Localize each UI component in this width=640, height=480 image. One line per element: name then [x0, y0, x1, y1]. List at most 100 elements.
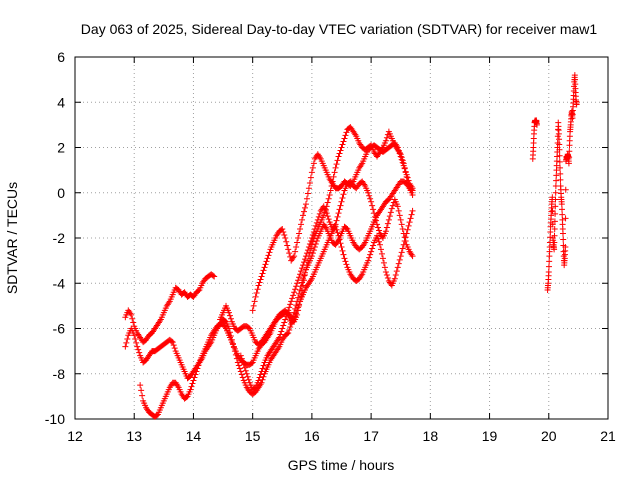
data-point — [551, 218, 558, 225]
data-point — [309, 250, 316, 257]
data-point — [122, 343, 129, 350]
data-point — [288, 298, 295, 305]
data-point — [188, 383, 195, 390]
y-tick-label: 2 — [57, 140, 65, 156]
data-point — [129, 315, 136, 322]
data-point — [138, 387, 145, 394]
data-point — [409, 253, 416, 260]
data-point — [383, 134, 390, 141]
series-late-block — [529, 72, 580, 294]
data-point — [383, 271, 390, 278]
data-point — [312, 222, 319, 229]
data-point — [290, 292, 297, 299]
data-point — [301, 204, 308, 211]
data-point — [251, 298, 258, 305]
data-point — [552, 196, 559, 203]
x-tick-label: 13 — [126, 428, 142, 444]
data-point — [279, 325, 286, 332]
data-point — [406, 219, 413, 226]
data-point — [321, 209, 328, 216]
data-point — [300, 282, 307, 289]
data-point — [256, 374, 263, 381]
data-point — [210, 272, 217, 279]
data-point — [556, 136, 563, 143]
data-point — [299, 287, 306, 294]
data-points — [122, 72, 580, 420]
x-axis-ticks: 12 13 14 15 16 17 18 19 20 21 — [67, 57, 616, 444]
data-point — [551, 239, 558, 246]
y-tick-label: 4 — [57, 94, 65, 110]
data-point — [376, 241, 383, 248]
y-tick-label: 0 — [57, 185, 65, 201]
data-point — [298, 293, 305, 300]
data-point — [237, 352, 244, 359]
data-point — [282, 235, 289, 241]
data-point — [281, 231, 288, 238]
data-point — [369, 245, 376, 252]
data-point — [396, 256, 403, 263]
chart-title: Day 063 of 2025, Sidereal Day-to-day VTE… — [81, 21, 598, 37]
data-point — [382, 228, 389, 235]
data-point — [378, 250, 385, 257]
data-point — [556, 158, 563, 165]
data-point — [555, 130, 562, 137]
data-point — [128, 311, 135, 318]
data-point — [280, 322, 287, 329]
data-point — [374, 221, 381, 228]
data-point — [296, 302, 303, 309]
data-point — [256, 279, 263, 286]
data-point — [377, 246, 384, 253]
data-point — [337, 147, 344, 154]
data-point — [286, 327, 293, 334]
data-point — [371, 210, 378, 217]
data-point — [553, 172, 560, 179]
data-point — [335, 232, 342, 239]
data-point — [136, 349, 143, 356]
data-point — [551, 246, 558, 253]
data-point — [375, 224, 382, 231]
data-point — [279, 225, 286, 232]
data-point — [292, 286, 299, 293]
data-point — [170, 342, 177, 349]
data-point — [301, 256, 308, 263]
data-point — [183, 394, 190, 401]
data-point — [369, 202, 376, 209]
data-point — [266, 249, 273, 256]
data-point — [338, 144, 345, 151]
data-point — [300, 212, 307, 219]
y-tick-label: -4 — [53, 275, 66, 291]
data-point — [409, 185, 416, 192]
data-point — [559, 230, 566, 237]
data-point — [382, 137, 389, 144]
data-point — [285, 330, 292, 337]
data-point — [396, 212, 403, 219]
data-point — [408, 211, 415, 218]
data-point — [307, 245, 314, 252]
data-point — [551, 225, 558, 232]
data-point — [255, 377, 262, 384]
data-point — [191, 374, 198, 381]
data-point — [365, 257, 372, 264]
data-point — [227, 315, 234, 322]
data-point — [401, 234, 408, 241]
data-point — [193, 368, 200, 375]
data-point — [336, 150, 343, 157]
data-point — [153, 412, 160, 419]
data-point — [342, 132, 349, 139]
data-point — [370, 242, 377, 249]
data-point — [409, 207, 416, 214]
data-point — [395, 147, 402, 154]
data-point — [261, 264, 268, 271]
data-point — [340, 138, 347, 145]
data-point — [304, 190, 311, 197]
data-point — [235, 362, 242, 369]
series-trace-a — [122, 271, 218, 346]
data-point — [399, 245, 406, 252]
data-point — [405, 177, 412, 184]
data-point — [194, 365, 201, 372]
data-point — [547, 228, 554, 235]
data-point — [263, 258, 270, 265]
data-point — [365, 189, 372, 196]
data-point — [552, 210, 559, 217]
data-point — [258, 368, 265, 375]
